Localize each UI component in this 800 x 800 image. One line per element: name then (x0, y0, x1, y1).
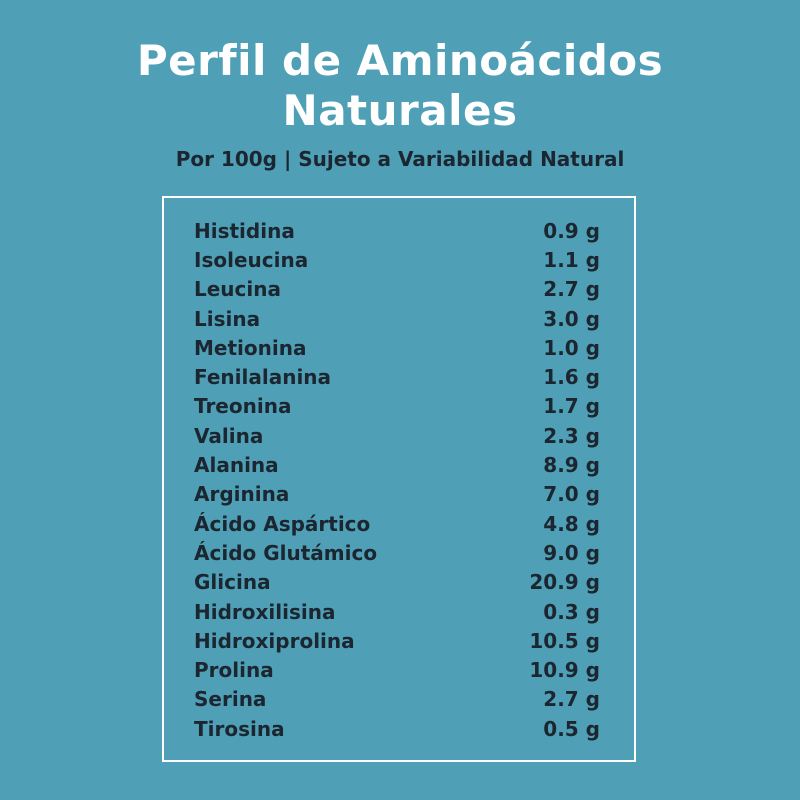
table-row: Lisina 3.0 g (194, 304, 600, 333)
amino-acid-table: Histidina 0.9 g Isoleucina 1.1 g Leucina 2.7 … (162, 196, 636, 762)
page-title: Perfil de Aminoácidos Naturales (0, 36, 800, 136)
amino-acid-name: Hidroxilisina (194, 599, 336, 624)
table-row: Metionina 1.0 g (194, 333, 600, 362)
amino-acid-name: Fenilalanina (194, 365, 332, 390)
table-row: Prolina 10.9 g (194, 655, 600, 684)
amino-acid-name: Hidroxiprolina (194, 628, 355, 653)
amino-acid-name: Treonina (194, 394, 292, 419)
table-row: Valina 2.3 g (194, 421, 600, 450)
amino-acid-value: 20.9 g (529, 570, 600, 595)
amino-acid-name: Lisina (194, 306, 261, 331)
amino-acid-value: 1.6 g (543, 365, 600, 390)
amino-acid-name: Histidina (194, 218, 295, 243)
table-row: Hidroxilisina 0.3 g (194, 597, 600, 626)
amino-acid-value: 0.5 g (543, 716, 600, 741)
amino-acid-value: 1.0 g (543, 335, 600, 360)
amino-acid-name: Metionina (194, 335, 307, 360)
table-row: Serina 2.7 g (194, 685, 600, 714)
amino-acid-value: 2.7 g (543, 687, 600, 712)
amino-acid-name: Ácido Glutámico (194, 540, 378, 565)
amino-acid-name: Tirosina (194, 716, 285, 741)
amino-acid-value: 0.9 g (543, 218, 600, 243)
amino-acid-value: 1.7 g (543, 394, 600, 419)
amino-acid-value: 7.0 g (543, 482, 600, 507)
amino-acid-value: 10.5 g (529, 628, 600, 653)
amino-acid-value: 2.7 g (543, 277, 600, 302)
table-row: Fenilalanina 1.6 g (194, 362, 600, 391)
table-row: Alanina 8.9 g (194, 450, 600, 479)
amino-acid-value: 1.1 g (543, 247, 600, 272)
amino-acid-value: 3.0 g (543, 306, 600, 331)
amino-acid-name: Glicina (194, 570, 271, 595)
amino-acid-name: Arginina (194, 482, 290, 507)
table-row: Histidina 0.9 g (194, 216, 600, 245)
amino-acid-value: 0.3 g (543, 599, 600, 624)
amino-acid-name: Alanina (194, 453, 279, 478)
page-subtitle: Por 100g | Sujeto a Variabilidad Natural (175, 147, 625, 171)
amino-acid-name: Leucina (194, 277, 281, 302)
title-line-2: Naturales (282, 86, 518, 135)
table-row: Ácido Aspártico 4.8 g (194, 509, 600, 538)
table-row: Glicina 20.9 g (194, 568, 600, 597)
table-row: Tirosina 0.5 g (194, 714, 600, 743)
amino-acid-value: 8.9 g (543, 453, 600, 478)
table-row: Treonina 1.7 g (194, 392, 600, 421)
amino-acid-name: Ácido Aspártico (194, 511, 371, 536)
amino-acid-name: Prolina (194, 658, 274, 683)
amino-acid-list: Histidina 0.9 g Isoleucina 1.1 g Leucina 2.7 … (194, 216, 600, 743)
amino-acid-value: 4.8 g (543, 511, 600, 536)
amino-acid-value: 2.3 g (543, 423, 600, 448)
amino-acid-name: Valina (194, 423, 264, 448)
amino-acid-value: 9.0 g (543, 540, 600, 565)
table-row: Leucina 2.7 g (194, 275, 600, 304)
amino-acid-name: Serina (194, 687, 267, 712)
table-row: Isoleucina 1.1 g (194, 245, 600, 274)
title-line-1: Perfil de Aminoácidos (136, 36, 664, 85)
table-row: Ácido Glutámico 9.0 g (194, 538, 600, 567)
amino-acid-name: Isoleucina (194, 247, 309, 272)
amino-acid-value: 10.9 g (529, 658, 600, 683)
table-row: Hidroxiprolina 10.5 g (194, 626, 600, 655)
table-row: Arginina 7.0 g (194, 480, 600, 509)
